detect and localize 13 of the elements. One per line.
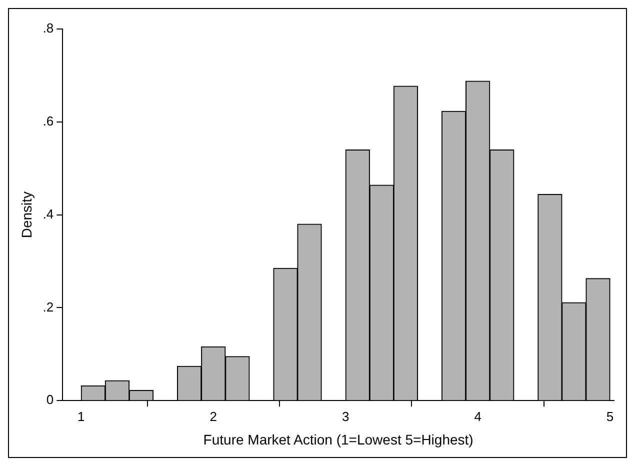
y-tick-label: .4 xyxy=(42,206,54,222)
y-tick-label: .6 xyxy=(42,113,54,128)
y-axis-title: Density xyxy=(18,191,34,238)
x-tick-label: 5 xyxy=(606,408,614,424)
x-axis-title: Future Market Action (1=Lowest 5=Highest) xyxy=(203,431,474,448)
x-tick-label: 3 xyxy=(342,408,350,424)
x-tick-label: 2 xyxy=(210,408,217,424)
x-tick-label: 1 xyxy=(78,408,85,424)
y-tick-label: .8 xyxy=(42,20,54,36)
y-tick-label: 0 xyxy=(46,392,54,408)
y-tick-label: .2 xyxy=(42,299,54,314)
x-tick-label: 4 xyxy=(474,408,482,424)
outer-frame: Future Market Action (1=Lowest 5=Highest) Density 1 2 3 4 5 0 .2 .4 .6 .8 xyxy=(8,8,627,458)
